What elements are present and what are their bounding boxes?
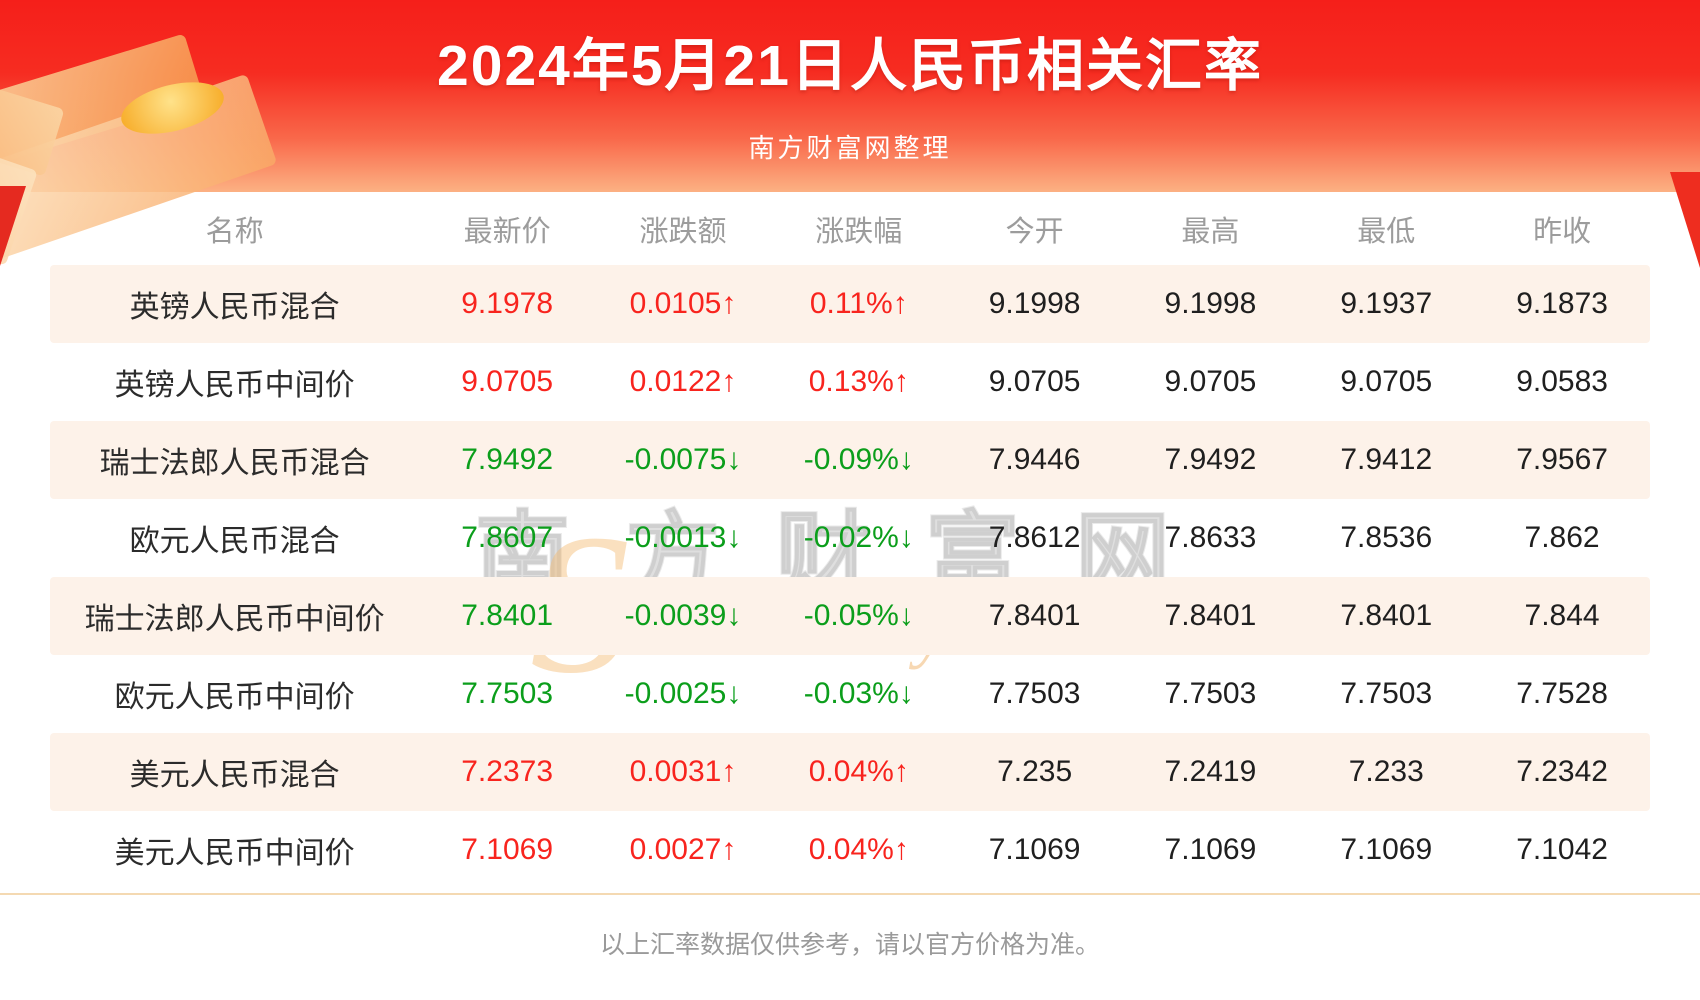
cell-name: 欧元人民币中间价 <box>114 681 355 714</box>
column-header-change-pct: 涨跌幅 <box>815 215 903 248</box>
cell-high: 7.7503 <box>1164 677 1257 710</box>
cell-high: 7.2419 <box>1164 755 1257 788</box>
red-ribbon-right <box>1670 172 1700 268</box>
cell-open: 7.1069 <box>988 833 1081 866</box>
cell-change: 0.0122↑ <box>629 365 737 398</box>
cell-prev_close: 7.9567 <box>1516 443 1608 476</box>
column-header-prev-close: 昨收 <box>1533 215 1592 248</box>
table-row: 英镑人民币中间价 9.0705 0.0122↑ 0.13%↑ 9.0705 9.0705 9… <box>50 343 1650 421</box>
cell-change_pct: 0.04%↑ <box>808 755 909 788</box>
cell-prev_close: 7.2342 <box>1516 755 1608 788</box>
page-title: 2024年5月21日人民币相关汇率 <box>437 34 1263 98</box>
cell-latest: 7.8607 <box>461 521 554 554</box>
cell-name: 瑞士法郎人民币混合 <box>99 447 370 480</box>
table-row: 欧元人民币中间价 7.7503 -0.0025↓ -0.03%↓ 7.7503 7.750… <box>50 655 1650 733</box>
cell-low: 7.233 <box>1348 755 1424 788</box>
table-row: 英镑人民币混合 9.1978 0.0105↑ 0.11%↑ 9.1998 9.1998 9.… <box>50 265 1650 343</box>
rates-table: 名称 最新价 涨跌额 涨跌幅 今开 最高 最低 昨收 英镑人民币混合 9.1978… <box>0 192 1700 889</box>
cell-prev_close: 7.7528 <box>1516 677 1608 710</box>
cell-name: 美元人民币中间价 <box>114 837 355 870</box>
cell-high: 9.1998 <box>1164 287 1257 320</box>
cell-open: 7.235 <box>997 755 1073 788</box>
cell-prev_close: 7.1042 <box>1516 833 1608 866</box>
cell-name: 英镑人民币中间价 <box>114 369 355 402</box>
cell-low: 7.8536 <box>1340 521 1433 554</box>
column-header-latest: 最新价 <box>463 215 551 248</box>
header-banner: 2024年5月21日人民币相关汇率 南方财富网整理 <box>0 0 1700 268</box>
table-row: 瑞士法郎人民币混合 7.9492 -0.0075↓ -0.09%↓ 7.9446 7.94… <box>50 421 1650 499</box>
column-header-low: 最低 <box>1357 215 1416 248</box>
cell-high: 7.1069 <box>1164 833 1257 866</box>
cell-latest: 7.2373 <box>461 755 554 788</box>
cell-change_pct: 0.04%↑ <box>808 833 909 866</box>
cell-change: 0.0031↑ <box>629 755 737 788</box>
cell-low: 9.0705 <box>1340 365 1433 398</box>
cell-open: 7.8612 <box>988 521 1081 554</box>
column-header-high: 最高 <box>1181 215 1240 248</box>
cell-name: 美元人民币混合 <box>129 759 340 792</box>
cell-low: 7.7503 <box>1340 677 1433 710</box>
cell-high: 7.8633 <box>1164 521 1257 554</box>
table-row: 瑞士法郎人民币中间价 7.8401 -0.0039↓ -0.05%↓ 7.8401 7.8… <box>50 577 1650 655</box>
cell-change_pct: -0.03%↓ <box>803 677 914 710</box>
cell-low: 9.1937 <box>1340 287 1433 320</box>
page-subtitle: 南方财富网整理 <box>748 133 952 163</box>
cell-latest: 7.7503 <box>461 677 554 710</box>
cell-prev_close: 9.0583 <box>1516 365 1608 398</box>
cell-low: 7.1069 <box>1340 833 1433 866</box>
table-body: 英镑人民币混合 9.1978 0.0105↑ 0.11%↑ 9.1998 9.1998 9.… <box>50 265 1650 889</box>
table-header-row: 名称 最新价 涨跌额 涨跌幅 今开 最高 最低 昨收 <box>50 192 1650 265</box>
disclaimer-text: 以上汇率数据仅供参考，请以官方价格为准。 <box>599 931 1100 959</box>
cell-change_pct: 0.13%↑ <box>808 365 909 398</box>
cell-change: 0.0027↑ <box>629 833 737 866</box>
cell-open: 7.9446 <box>988 443 1081 476</box>
cell-change_pct: -0.09%↓ <box>803 443 914 476</box>
cell-change_pct: -0.05%↓ <box>803 599 914 632</box>
cell-name: 瑞士法郎人民币中间价 <box>84 603 385 636</box>
table-row: 美元人民币中间价 7.1069 0.0027↑ 0.04%↑ 7.1069 7.1069 7… <box>50 811 1650 889</box>
cell-latest: 7.8401 <box>461 599 554 632</box>
cell-low: 7.8401 <box>1340 599 1433 632</box>
column-header-open: 今开 <box>1005 215 1064 248</box>
cell-change_pct: 0.11%↑ <box>809 287 908 320</box>
cell-high: 7.9492 <box>1164 443 1257 476</box>
column-header-name: 名称 <box>205 215 264 248</box>
cell-high: 7.8401 <box>1164 599 1257 632</box>
cell-change: -0.0025↓ <box>624 677 742 710</box>
footer: 以上汇率数据仅供参考，请以官方价格为准。 <box>0 893 1700 961</box>
cell-high: 9.0705 <box>1164 365 1257 398</box>
red-ribbon-left <box>0 186 26 266</box>
cell-open: 7.8401 <box>988 599 1081 632</box>
cell-open: 9.1998 <box>988 287 1081 320</box>
cell-latest: 9.0705 <box>461 365 554 398</box>
cell-low: 7.9412 <box>1340 443 1433 476</box>
cell-open: 9.0705 <box>988 365 1081 398</box>
cell-change: -0.0013↓ <box>624 521 742 554</box>
cell-change: -0.0039↓ <box>624 599 742 632</box>
cell-prev_close: 7.844 <box>1524 599 1600 632</box>
cell-open: 7.7503 <box>988 677 1081 710</box>
cell-name: 英镑人民币混合 <box>129 291 340 324</box>
table-row: 美元人民币混合 7.2373 0.0031↑ 0.04%↑ 7.235 7.2419 7.2… <box>50 733 1650 811</box>
table-row: 欧元人民币混合 7.8607 -0.0013↓ -0.02%↓ 7.8612 7.8633… <box>50 499 1650 577</box>
cell-latest: 9.1978 <box>461 287 554 320</box>
column-header-change: 涨跌额 <box>639 215 727 248</box>
cell-change: 0.0105↑ <box>629 287 737 320</box>
cell-change_pct: -0.02%↓ <box>803 521 914 554</box>
cell-latest: 7.1069 <box>461 833 554 866</box>
cell-latest: 7.9492 <box>461 443 554 476</box>
cell-prev_close: 9.1873 <box>1516 287 1608 320</box>
cell-change: -0.0075↓ <box>624 443 742 476</box>
cell-name: 欧元人民币混合 <box>129 525 340 558</box>
cell-prev_close: 7.862 <box>1524 521 1600 554</box>
